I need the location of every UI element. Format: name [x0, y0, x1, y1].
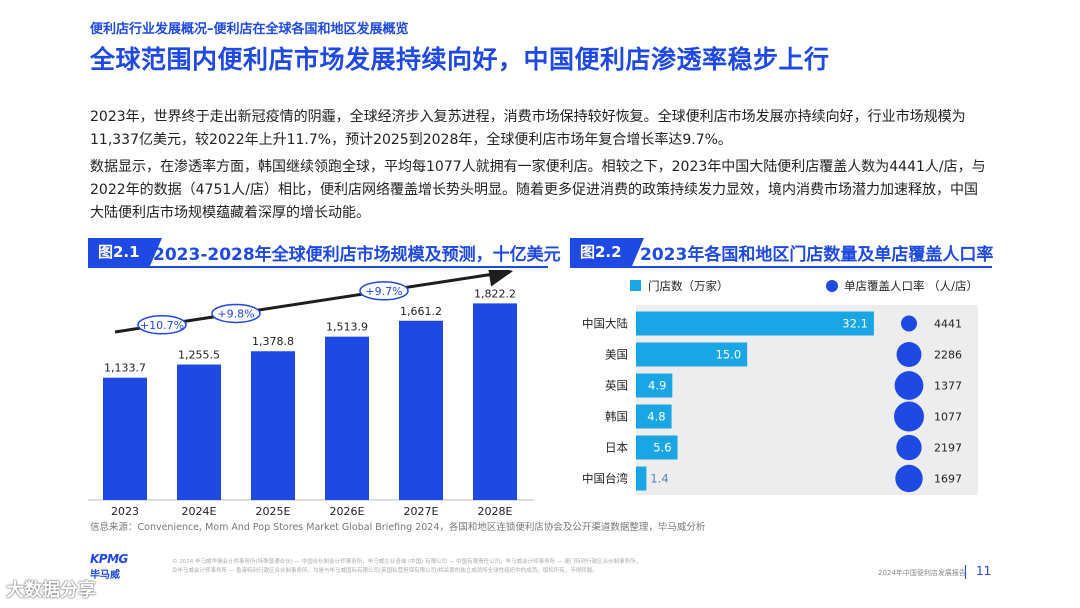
figure2-title: 2023年各国和地区门店数量及单店覆盖人口率: [640, 245, 994, 265]
stores-coverage-chart: 门店数（万家） 单店覆盖人口率 （人/店） 中国大陆 32.1 4441 美国 15.0 22…: [582, 279, 978, 495]
legend-stores-swatch: [630, 280, 641, 291]
figure2-header: 图2.2 2023年各国和地区门店数量及单店覆盖人口率: [570, 238, 994, 268]
legal-line-1: © 2024 毕马威华振会计师事务所(特殊普通合伙) — 中国合伙制会计师事务所…: [172, 559, 642, 565]
store-count-value: 15.0: [716, 348, 742, 362]
category-label: 日本: [605, 441, 628, 455]
x-tick-label: 2023: [111, 505, 139, 518]
legal-footnote: © 2024 毕马威华振会计师事务所(特殊普通合伙) — 中国合伙制会计师事务所…: [172, 558, 732, 576]
growth-rate-badge: [137, 315, 187, 335]
kpmg-logo: KPMG 毕马威: [90, 552, 134, 581]
report-name: 2024年中国便利店发展报告: [878, 569, 966, 577]
growth-rate-label: +10.7%: [140, 319, 184, 332]
coverage-value: 1377: [934, 380, 962, 393]
coverage-bubble: [894, 401, 924, 432]
bar-2023: [103, 377, 147, 500]
coverage-bubble: [896, 342, 922, 367]
store-count-bar: [636, 435, 678, 460]
store-count-bar: [636, 311, 874, 336]
figure1-header: 图2.1 2023-2028年全球便利店市场规模及预测，十亿美元: [88, 238, 561, 268]
body-paragraph-2: 数据显示，在渗透率方面，韩国继续领跑全球，平均每1077人就拥有一家便利店。相较…: [90, 159, 986, 221]
legend-coverage-swatch: [826, 280, 838, 292]
bar-2028E: [473, 303, 517, 500]
bar-value-label: 1,255.5: [178, 349, 220, 362]
store-count-bar: [636, 373, 673, 398]
breadcrumb: 便利店行业发展概况–便利店在全球各国和地区发展概览: [90, 22, 409, 37]
bar-2024E: [177, 364, 221, 500]
legend-stores-label: 门店数（万家）: [648, 279, 729, 293]
bar-2025E: [251, 351, 295, 500]
coverage-value: 2286: [934, 349, 962, 362]
store-count-value: 1.4: [650, 472, 668, 486]
page-number: 11: [976, 564, 992, 578]
bar-value-label: 1,513.9: [326, 321, 368, 334]
watermark: 大数据分享: [6, 580, 96, 601]
store-count-value: 4.8: [647, 410, 665, 424]
figure2-underline: [570, 266, 992, 268]
x-tick-label: 2027E: [404, 505, 439, 518]
coverage-value: 4441: [934, 318, 962, 331]
logo-chinese: 毕马威: [90, 570, 120, 581]
bar-value-label: 1,378.8: [252, 335, 294, 348]
growth-rate-label: +9.8%: [217, 307, 254, 320]
bar-2027E: [399, 320, 443, 500]
bar-value-label: 1,133.7: [104, 362, 146, 375]
coverage-bubble: [894, 371, 924, 400]
x-tick-label: 2028E: [478, 505, 513, 518]
coverage-bubble: [896, 434, 922, 461]
bar-2026E: [325, 336, 369, 500]
coverage-bubble: [895, 464, 923, 493]
coverage-bubble: [901, 315, 917, 332]
figure2-tag: 图2.2: [570, 238, 644, 266]
category-label: 中国大陆: [582, 317, 628, 331]
figure1-tag: 图2.1: [88, 238, 162, 266]
page-title: 全球范围内便利店市场发展持续向好，中国便利店渗透率稳步上行: [90, 45, 830, 74]
x-tick-label: 2024E: [182, 505, 217, 518]
category-label: 美国: [605, 348, 628, 362]
coverage-value: 1697: [934, 473, 962, 486]
category-label: 韩国: [605, 410, 628, 424]
market-size-bar-chart: 1,133.7 2023 1,255.5 2024E 1,378.8 2025E 1,513…: [88, 270, 534, 518]
store-count-value: 4.9: [648, 379, 666, 393]
legal-line-2: 及毕马威会计师事务所 — 香港特别行政区合伙制事务所，均是与毕马威国际有限公司(…: [172, 568, 598, 574]
plot-background: [636, 305, 978, 495]
page-divider: [965, 565, 966, 579]
category-label: 中国台湾: [582, 472, 628, 486]
store-count-value: 5.6: [653, 441, 671, 455]
bar-value-label: 1,822.2: [474, 287, 516, 300]
store-count-bar: [636, 466, 647, 491]
x-tick-label: 2026E: [330, 505, 365, 518]
x-tick-label: 2025E: [256, 505, 291, 518]
growth-rate-badge: [359, 281, 409, 301]
bar-value-label: 1,661.2: [400, 305, 442, 318]
logo-wordmark: KPMG: [90, 552, 128, 566]
source-note: 信息来源：Convenience, Mom And Pop Stores Mar…: [90, 522, 706, 533]
store-count-value: 32.1: [842, 317, 868, 331]
coverage-value: 2197: [934, 442, 962, 455]
store-count-bar: [636, 342, 748, 367]
coverage-value: 1077: [934, 411, 962, 424]
growth-rate-badge: [211, 303, 261, 324]
figure1-title: 2023-2028年全球便利店市场规模及预测，十亿美元: [153, 245, 561, 265]
category-label: 英国: [605, 379, 628, 393]
legend-coverage-label: 单店覆盖人口率 （人/店）: [844, 279, 978, 293]
growth-rate-label: +9.7%: [365, 285, 402, 298]
figure1-underline: [88, 266, 548, 268]
store-count-bar: [636, 404, 672, 429]
body-paragraph-1: 2023年，世界终于走出新冠疫情的阴霾，全球经济步入复苏进程，消费市场保持较好恢…: [90, 109, 966, 148]
